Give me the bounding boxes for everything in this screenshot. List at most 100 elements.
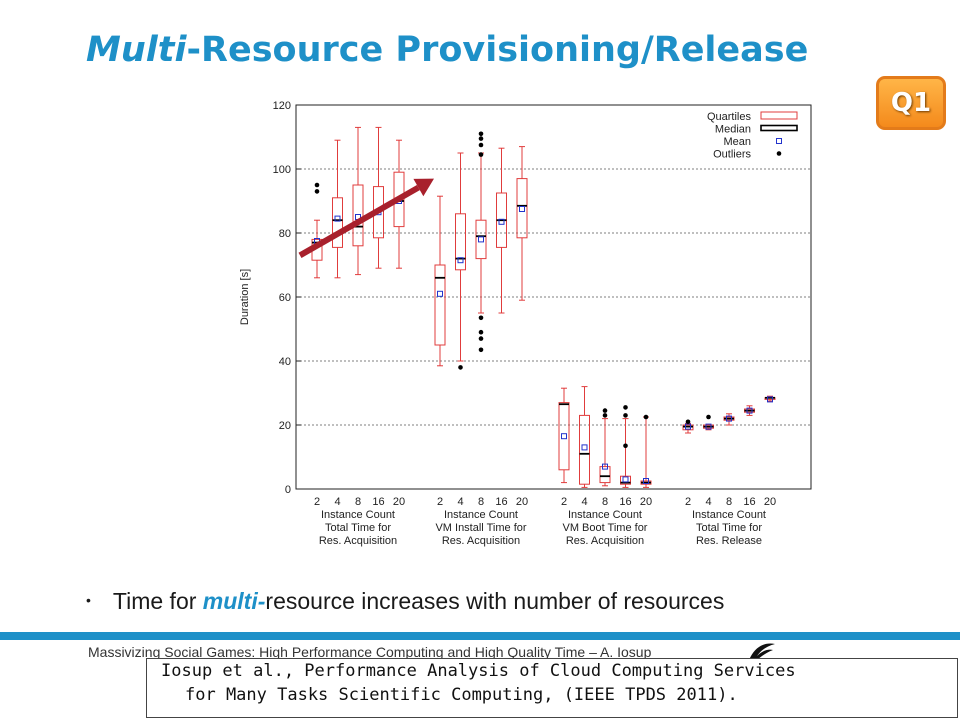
group-label-line: Total Time for: [696, 522, 762, 534]
y-tick-label: 100: [273, 164, 291, 176]
arrow-head: [413, 178, 434, 197]
outlier-point: [478, 329, 484, 335]
legend-swatch-mean: [776, 138, 782, 144]
outlier-point: [314, 182, 320, 188]
mean-marker: [437, 290, 443, 297]
group-label-line: Res. Acquisition: [319, 535, 397, 547]
x-tick-label: 8: [478, 496, 484, 508]
outlier-point: [478, 152, 484, 157]
citation-box: Iosup et al., Performance Analysis of Cl…: [146, 658, 958, 718]
outlier-point: [623, 443, 628, 449]
legend-label: Outliers: [713, 149, 751, 161]
legend-label: Quartiles: [707, 111, 752, 123]
outlier-point: [458, 365, 463, 370]
outlier-point: [706, 414, 711, 420]
group-label-line: Instance Count: [692, 509, 766, 521]
bullet-emphasis: multi-: [202, 588, 266, 614]
x-tick-label: 16: [743, 496, 755, 508]
outlier-point: [602, 413, 608, 418]
outlier-point: [623, 413, 628, 418]
slide-title: Multi-Resource Provisioning/Release: [86, 30, 808, 70]
group-label-line: Instance Count: [568, 509, 642, 521]
outlier-point: [314, 189, 320, 194]
group-label-line: Res. Acquisition: [566, 535, 644, 547]
quartile-box: [516, 178, 528, 239]
mean-marker: [602, 463, 608, 470]
outlier-point: [685, 419, 691, 425]
x-tick-label: 16: [372, 496, 384, 508]
x-tick-label: 16: [619, 496, 631, 508]
legend-swatch-outliers: [776, 151, 782, 156]
y-axis-ticks: 0 20 40 60 80 100 120: [273, 100, 301, 496]
x-tick-label: 4: [705, 496, 711, 508]
x-tick-label: 2: [561, 496, 567, 508]
outlier-point: [478, 136, 484, 141]
group-label-line: Res. Release: [696, 535, 762, 547]
legend-label: Mean: [723, 136, 751, 148]
grid-lines: [296, 168, 811, 426]
x-tick-label: 2: [437, 496, 443, 508]
quartile-box: [558, 402, 570, 471]
mean-marker: [643, 478, 649, 484]
y-tick-label: 20: [279, 420, 291, 432]
legend-swatch-quartiles: [760, 111, 798, 120]
mean-marker: [498, 218, 505, 225]
mean-marker: [478, 236, 484, 243]
bullet-text-post: resource increases with number of resour…: [265, 588, 725, 614]
quartile-box: [332, 197, 343, 248]
quartile-box: [434, 264, 446, 346]
mean-marker: [561, 433, 567, 440]
title-emphasis: Multi: [86, 30, 187, 70]
citation-line-1: Iosup et al., Performance Analysis of Cl…: [161, 661, 796, 681]
title-rest: -Resource Provisioning/Release: [186, 30, 809, 70]
mean-marker: [334, 215, 341, 222]
mean-marker: [705, 423, 712, 430]
x-tick-label: 4: [581, 496, 587, 508]
mean-marker: [685, 423, 691, 430]
y-tick-label: 0: [285, 484, 291, 496]
outlier-point: [602, 408, 608, 413]
bullet-point: • Time for multi-resource increases with …: [86, 588, 724, 615]
group-label-line: Res. Acquisition: [442, 535, 520, 547]
outlier-point: [623, 405, 628, 410]
mean-marker: [746, 407, 753, 414]
group-label-line: Instance Count: [444, 509, 518, 521]
legend-swatch-median: [760, 124, 798, 132]
x-tick-label: 4: [334, 496, 340, 508]
group-label-line: Total Time for: [325, 522, 391, 534]
citation-line-2: for Many Tasks Scientific Computing, (IE…: [185, 685, 738, 705]
legend-label: Median: [715, 124, 751, 136]
mean-marker: [622, 476, 629, 483]
x-tick-label: 20: [764, 496, 776, 508]
footer-bar: [0, 632, 960, 640]
quartile-box: [475, 219, 487, 260]
bullet-text-pre: Time for: [112, 588, 203, 614]
x-tick-label: 8: [726, 496, 732, 508]
trend-arrow: [298, 178, 434, 259]
x-tick-label: 4: [457, 496, 463, 508]
group-label-line: VM Boot Time for: [563, 522, 648, 534]
bullet-dot: •: [86, 592, 91, 608]
group-label-line: Instance Count: [321, 509, 395, 521]
y-tick-label: 40: [279, 356, 291, 368]
outlier-point: [478, 131, 484, 137]
x-tick-label: 2: [685, 496, 691, 508]
x-tick-label: 8: [355, 496, 361, 508]
y-tick-label: 120: [273, 100, 291, 112]
outlier-point: [478, 142, 484, 148]
quartile-box: [455, 213, 466, 271]
quartile-box: [620, 475, 631, 485]
footer-text: Massivizing Social Games: High Performan…: [88, 644, 652, 660]
mean-marker: [457, 257, 464, 264]
y-axis-label: Duration [s]: [239, 269, 251, 325]
x-tick-label: 16: [495, 496, 507, 508]
x-tick-label: 20: [516, 496, 528, 508]
box-marks: [311, 126, 776, 488]
mean-marker: [726, 415, 732, 422]
outlier-point: [478, 315, 484, 321]
outlier-point: [643, 414, 649, 420]
outlier-point: [478, 347, 484, 353]
y-tick-label: 60: [279, 292, 291, 304]
